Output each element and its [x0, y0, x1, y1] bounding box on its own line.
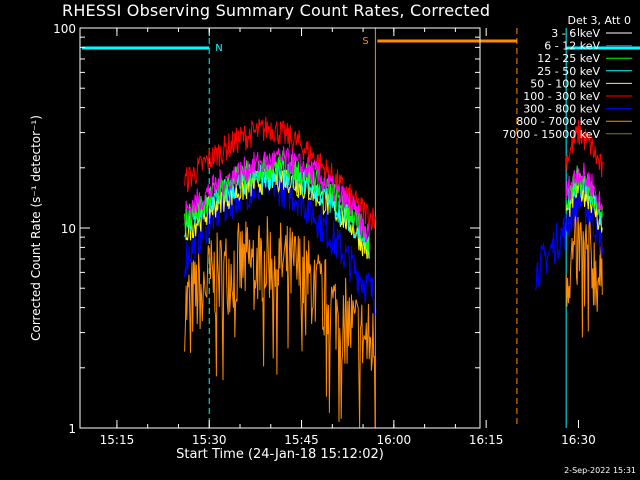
- legend-entry-label: 50 - 100 keV: [530, 77, 600, 90]
- night-flag-label: N: [215, 43, 222, 54]
- plot-frame: [79, 27, 481, 429]
- legend-entry-label: 800 - 7000 keV: [516, 115, 600, 128]
- legend-title: Det 3, Att 0: [567, 14, 632, 27]
- legend-entry-label: 25 - 50 keV: [537, 65, 600, 78]
- legend-entry-label: 6 - 12 keV: [544, 40, 600, 53]
- footer-timestamp: 2-Sep-2022 15:31: [564, 466, 636, 475]
- series-trace-12-25-keV: [565, 165, 603, 219]
- series-trace-100-300-keV: [184, 116, 376, 231]
- chart-title: RHESSI Observing Summary Count Rates, Co…: [62, 1, 491, 20]
- series-trace-100-300-keV: [565, 119, 603, 178]
- series-trace-800-7000-keV: [184, 216, 376, 429]
- axes: 15:1515:3015:4516:0016:1516:3016:4511010…: [29, 22, 596, 462]
- legend-entry-label: 7000 - 15000 keV: [502, 128, 600, 141]
- x-tick-label: 15:45: [284, 433, 319, 447]
- y-tick-label: 100: [53, 22, 76, 36]
- series-trace-6-12-keV: [184, 146, 370, 243]
- y-tick-label: 1: [68, 422, 76, 436]
- legend-entry-label: 12 - 25 keV: [537, 52, 600, 65]
- legend-entry-label: 3 - 6 keV: [551, 27, 600, 40]
- series-trace-6-12-keV: [565, 162, 603, 211]
- legend-entry-label: 100 - 300 keV: [523, 90, 600, 103]
- legend-entry-label: 300 - 800 keV: [523, 103, 600, 116]
- y-axis-label: Corrected Count Rate (s⁻¹ detector⁻¹): [29, 115, 43, 341]
- x-tick-label: 16:00: [377, 433, 412, 447]
- series-trace-800-7000-keV: [565, 211, 603, 338]
- saa-flag-label: S: [362, 36, 368, 47]
- x-tick-label: 16:30: [561, 433, 596, 447]
- series-lines: [184, 116, 604, 429]
- x-axis-label: Start Time (24-Jan-18 15:12:02): [176, 447, 384, 462]
- x-tick-label: 15:15: [100, 433, 135, 447]
- x-tick-label: 16:15: [469, 433, 504, 447]
- x-tick-label: 15:30: [192, 433, 227, 447]
- y-tick-label: 10: [61, 222, 76, 236]
